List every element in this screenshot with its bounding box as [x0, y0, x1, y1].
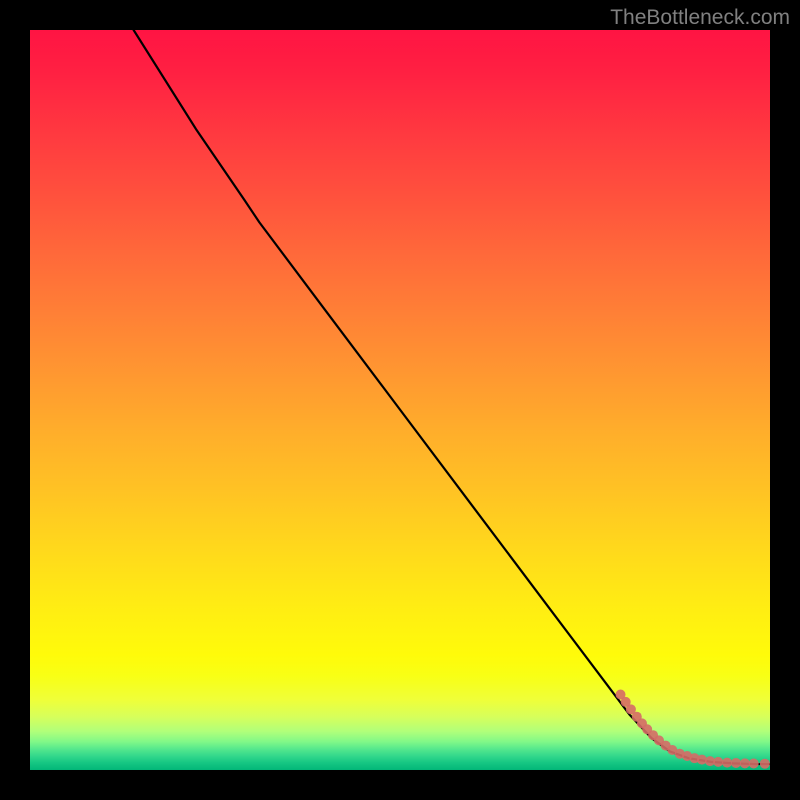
scatter-point: [760, 759, 770, 769]
scatter-point: [722, 758, 732, 768]
scatter-point: [713, 757, 723, 767]
scatter-point: [740, 758, 750, 768]
bottleneck-chart: [30, 30, 770, 770]
chart-container: [30, 30, 770, 770]
scatter-point: [731, 758, 741, 768]
scatter-point: [749, 758, 759, 768]
watermark-text: TheBottleneck.com: [610, 6, 790, 30]
chart-background: [30, 30, 770, 770]
